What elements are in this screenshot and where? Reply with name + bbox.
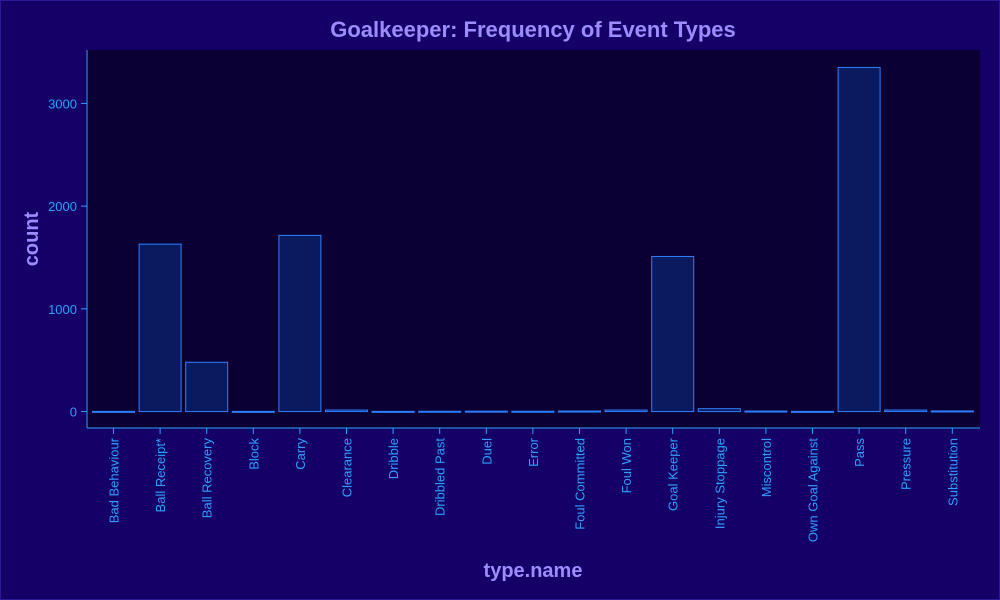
bar (511, 410, 555, 413)
x-tick-label: Pressure (899, 438, 914, 490)
x-tick-label: Foul Won (619, 438, 634, 493)
x-tick-label: Duel (479, 438, 494, 465)
x-ticks-group: Bad Behaviour Ball Receipt* Ball Recovery B… (107, 428, 960, 542)
x-tick-label: Injury Stoppage (712, 438, 727, 529)
bar (464, 410, 508, 413)
bar (185, 361, 229, 413)
bar (371, 410, 415, 413)
x-tick-label: Ball Receipt* (153, 438, 168, 512)
x-tick-label: Pass (852, 438, 867, 467)
x-tick-label: Bad Behaviour (107, 437, 122, 523)
x-tick-label: Dribbled Past (433, 438, 448, 516)
bar (278, 234, 322, 413)
x-tick-label: Dribble (386, 438, 401, 479)
x-tick-label: Own Goal Against (806, 438, 821, 542)
y-tick-label: 2000 (48, 199, 77, 214)
y-ticks-group: 0 1000 2000 3000 (48, 96, 87, 420)
x-axis-label: type.name (484, 560, 583, 582)
y-tick-label: 3000 (48, 96, 77, 111)
bar (744, 410, 788, 413)
x-tick-label: Substitution (945, 438, 960, 506)
bar (837, 66, 881, 413)
x-tick-label: Error (526, 437, 541, 467)
bar (604, 409, 648, 413)
bar (138, 243, 182, 413)
x-tick-label: Goal Keeper (666, 437, 681, 511)
bar (697, 408, 741, 413)
x-tick-label: Clearance (340, 438, 355, 497)
bar (418, 410, 462, 413)
x-tick-label: Foul Committed (573, 438, 588, 530)
x-tick-label: Ball Recovery (200, 438, 215, 519)
bars-group (92, 66, 974, 413)
y-axis-label: count (21, 211, 43, 266)
plot-area (87, 50, 980, 428)
y-tick-label: 0 (70, 405, 77, 420)
x-tick-label: Carry (293, 438, 308, 470)
bar (884, 409, 928, 413)
x-tick-label: Block (246, 438, 261, 470)
bar (791, 410, 834, 413)
bar (558, 410, 601, 413)
bar (231, 410, 275, 413)
x-tick-label: Miscontrol (759, 438, 774, 497)
bar (651, 255, 695, 413)
bar (930, 410, 974, 413)
chart-title: Goalkeeper: Frequency of Event Types (330, 17, 736, 42)
bar (325, 409, 368, 413)
y-tick-label: 1000 (48, 302, 77, 317)
bar (92, 410, 135, 413)
